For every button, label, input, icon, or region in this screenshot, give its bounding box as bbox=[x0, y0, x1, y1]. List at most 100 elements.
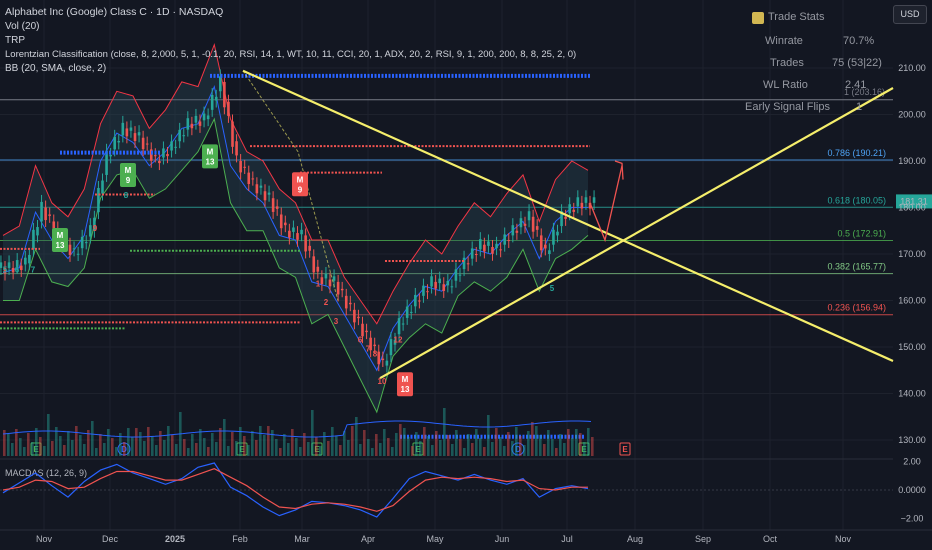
candle-body bbox=[479, 239, 482, 250]
volume-bar bbox=[59, 436, 62, 456]
candle-body bbox=[365, 330, 368, 333]
candle-body bbox=[344, 295, 348, 309]
candle-body bbox=[450, 286, 454, 288]
sequence-count-label: 9 bbox=[93, 224, 98, 233]
volume-bar bbox=[327, 441, 330, 456]
volume-bar bbox=[231, 432, 234, 456]
y-axis-tick-label: 210.00 bbox=[898, 63, 926, 73]
volume-bar bbox=[183, 439, 186, 456]
volume-bar bbox=[203, 438, 206, 456]
volume-bar bbox=[35, 428, 38, 456]
candle-body bbox=[592, 197, 596, 203]
candle-body bbox=[210, 94, 214, 110]
volume-bar bbox=[51, 441, 54, 456]
sequence-count-label: 12 bbox=[394, 335, 403, 344]
volume-bar bbox=[107, 429, 110, 456]
indicator-volume-label[interactable]: Vol (20) bbox=[5, 21, 40, 32]
candle-body bbox=[340, 288, 344, 291]
sequence-count-label: 5 bbox=[550, 284, 555, 293]
candle-body bbox=[190, 123, 194, 129]
event-badge bbox=[619, 442, 631, 456]
y-axis-tick-label: 200.00 bbox=[898, 110, 926, 120]
sequence-count-label: 10 bbox=[378, 377, 387, 386]
bollinger-upper-band bbox=[2, 42, 589, 325]
candle-body bbox=[174, 146, 177, 148]
volume-bar bbox=[427, 436, 430, 456]
x-axis-tick-label: Nov bbox=[36, 534, 53, 544]
candle-body bbox=[556, 231, 559, 236]
candle-body bbox=[36, 227, 39, 236]
candle-body bbox=[576, 197, 580, 207]
volume-bar bbox=[95, 448, 98, 456]
trade-stats-checkbox-icon[interactable] bbox=[752, 12, 764, 24]
candle-body bbox=[24, 257, 27, 265]
volume-bar bbox=[175, 444, 178, 456]
sequence-count-label: 6 bbox=[15, 266, 20, 275]
x-axis-tick-label: Sep bbox=[695, 534, 711, 544]
volume-bar bbox=[255, 440, 258, 456]
volume-bar bbox=[459, 439, 462, 456]
candle-body bbox=[48, 214, 51, 216]
volume-bar bbox=[523, 445, 526, 456]
candle-body bbox=[202, 113, 206, 121]
volume-bar bbox=[447, 435, 450, 456]
candle-body bbox=[247, 172, 251, 185]
candle-body bbox=[385, 360, 389, 366]
y-axis-tick-label: 190.00 bbox=[898, 156, 926, 166]
volume-bar bbox=[579, 433, 582, 456]
volume-bar bbox=[423, 427, 426, 456]
candle-body bbox=[101, 180, 104, 194]
volume-bar bbox=[39, 437, 42, 456]
volume-bar bbox=[431, 445, 434, 456]
volume-bar bbox=[351, 426, 354, 456]
candle-body bbox=[93, 217, 96, 231]
candle-body bbox=[369, 337, 372, 351]
volume-bar bbox=[563, 443, 566, 456]
volume-bar bbox=[151, 436, 154, 456]
volume-bar bbox=[555, 448, 558, 456]
indicator-lorentzian-label[interactable]: Lorentzian Classification (close, 8, 2,0… bbox=[5, 49, 577, 60]
projection-arrow bbox=[589, 165, 623, 243]
y-axis-tick-label: 160.00 bbox=[898, 296, 926, 306]
volume-bar bbox=[199, 429, 202, 456]
candle-body bbox=[275, 206, 279, 209]
volume-bar bbox=[279, 448, 282, 456]
volume-bar bbox=[275, 439, 278, 456]
candle-body bbox=[141, 137, 145, 150]
candle-body bbox=[552, 229, 555, 245]
volume-bar bbox=[367, 439, 370, 456]
candle-body bbox=[454, 269, 458, 281]
candle-body bbox=[72, 248, 76, 250]
candle-body bbox=[422, 285, 425, 296]
x-axis-tick-label: Jun bbox=[495, 534, 510, 544]
event-badge-label: D bbox=[121, 445, 127, 454]
volume-bar bbox=[223, 419, 226, 456]
fib-level-label: 0.618 (180.05) bbox=[827, 195, 886, 205]
volume-bar bbox=[583, 442, 586, 456]
volume-bar bbox=[191, 434, 194, 456]
candle-body bbox=[15, 260, 19, 267]
volume-bar bbox=[43, 446, 46, 456]
candle-body bbox=[259, 185, 263, 188]
candle-body bbox=[166, 154, 169, 157]
currency-button[interactable]: USD bbox=[893, 5, 927, 24]
candle-body bbox=[389, 339, 393, 356]
signal-badge-label: 9 bbox=[298, 185, 303, 194]
bollinger-lower-band bbox=[3, 117, 589, 414]
macd-axis-tick-label: 2.00 bbox=[903, 457, 921, 467]
volume-bar bbox=[119, 433, 122, 456]
indicator-bollinger-label[interactable]: BB (20, SMA, close, 2) bbox=[5, 63, 107, 74]
candle-body bbox=[409, 311, 413, 313]
volume-bar bbox=[391, 447, 394, 456]
candle-body bbox=[572, 209, 576, 212]
indicator-trp-label[interactable]: TRP bbox=[5, 35, 25, 46]
candle-body bbox=[170, 141, 173, 151]
y-axis-tick-label: 150.00 bbox=[898, 342, 926, 352]
volume-bar bbox=[287, 443, 290, 456]
signal-badge bbox=[397, 372, 413, 397]
candle-body bbox=[68, 244, 72, 255]
candle-body bbox=[580, 202, 584, 209]
volume-bar bbox=[507, 432, 510, 456]
signal-badge-label: M bbox=[402, 375, 409, 384]
